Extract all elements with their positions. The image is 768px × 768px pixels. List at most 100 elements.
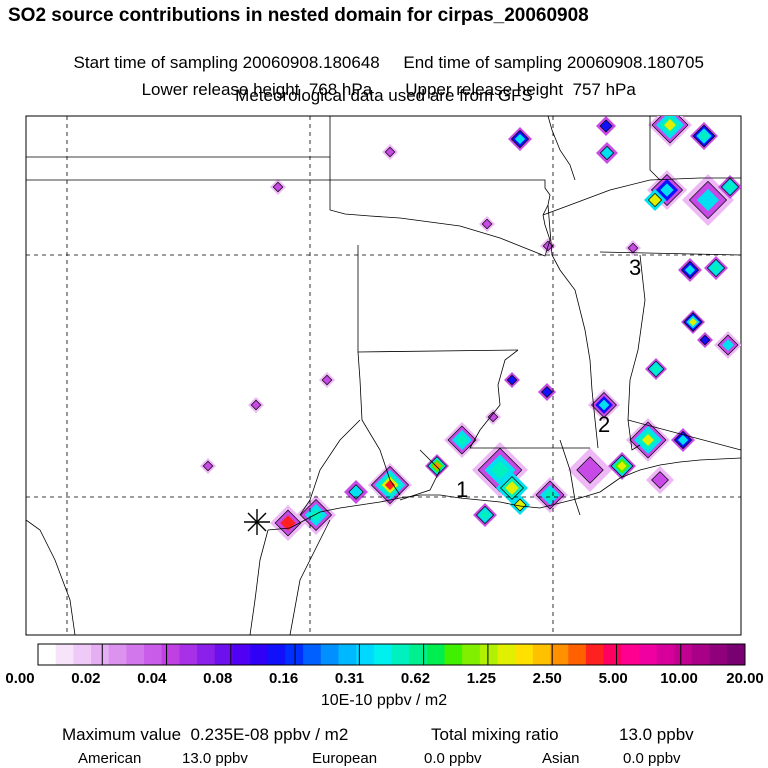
max-value-label: Maximum value 0.235E-08 ppbv / m2 — [62, 725, 349, 744]
chart-title: SO2 source contributions in nested domai… — [8, 5, 589, 26]
plume-cell — [505, 481, 519, 495]
colorbar-swatch — [568, 644, 587, 665]
colorbar-swatch — [356, 644, 375, 665]
colorbar-swatch — [126, 644, 145, 665]
plume-cell — [506, 374, 518, 386]
colorbar-swatch — [462, 644, 481, 665]
asian-label: Asian — [542, 750, 580, 767]
plume-cell — [487, 411, 499, 423]
colorbar-swatch — [638, 644, 658, 665]
plume-cell — [724, 181, 736, 193]
colorbar-swatch — [232, 644, 251, 665]
plume-cell — [481, 218, 493, 230]
plume-cell — [321, 374, 333, 386]
plume-cell — [309, 508, 323, 522]
plume-cell — [599, 145, 615, 161]
plume-cell — [689, 318, 697, 326]
colorbar-swatch — [179, 644, 198, 665]
colorbar-swatch — [338, 644, 357, 665]
european-label: European — [312, 750, 378, 767]
colorbar-tick: 1.25 — [466, 670, 496, 687]
american-label: American — [78, 750, 142, 767]
colorbar-tick: 2.50 — [532, 670, 562, 687]
upper-release-label: Upper release height 757 hPa — [405, 80, 636, 99]
plume-cell — [513, 498, 527, 512]
colorbar-swatch — [391, 644, 410, 665]
plume-cell — [479, 509, 491, 521]
plume-cell — [514, 133, 526, 145]
colorbar-tick: 0.62 — [400, 670, 431, 687]
colorbar-swatch — [144, 644, 163, 665]
colorbar-frame — [37, 643, 746, 666]
colorbar-swatch — [621, 644, 640, 665]
colorbar-swatch — [727, 644, 746, 665]
lat-lon-gridlines — [26, 116, 741, 635]
colorbar-swatch — [550, 644, 569, 665]
marker-2-label: 2 — [598, 412, 610, 437]
colorbar-tick: 0.02 — [71, 670, 101, 687]
plume-cell — [647, 192, 663, 208]
state-boundaries — [26, 116, 741, 516]
american-value: 13.0 ppbv — [182, 750, 248, 767]
source-location-icon — [244, 509, 270, 535]
end-time-label: End time of sampling 20060908.180705 — [403, 53, 704, 72]
colorbar-swatch — [674, 644, 693, 665]
colorbar-swatch — [267, 644, 286, 665]
colorbar-swatch — [426, 644, 446, 665]
plume-cell — [280, 515, 296, 531]
plume-cell — [384, 479, 396, 491]
sampling-time-line: Start time of sampling 20060908.180648 E… — [0, 33, 768, 73]
colorbar-swatch — [38, 644, 57, 665]
colorbar-tick: 0.08 — [203, 670, 233, 687]
colorbar-swatch — [444, 644, 463, 665]
release-height-line: Lower release height 768 hPa Upper relea… — [0, 60, 768, 100]
asian-value: 0.0 ppbv — [623, 750, 681, 767]
colorbar-swatch — [214, 644, 233, 665]
plume-cell — [651, 471, 669, 489]
colorbar-tick: 5.00 — [598, 670, 628, 687]
colorbar-tick: 20.00 — [726, 670, 764, 687]
marker-3-label: 3 — [629, 255, 641, 280]
colorbar-swatch — [515, 644, 534, 665]
met-data-label: Meteorological data used are from GFS — [235, 86, 533, 105]
plume-cell — [677, 434, 689, 446]
start-time-label: Start time of sampling 20060908.180648 — [73, 53, 380, 72]
colorbar-swatch — [73, 644, 92, 665]
plume-cell — [541, 386, 553, 398]
total-mixing-label: Total mixing ratio — [431, 725, 559, 744]
plume-cell — [722, 339, 734, 351]
map-frame — [25, 115, 742, 636]
european-value: 0.0 ppbv — [424, 750, 482, 767]
plume-cell — [433, 462, 441, 470]
colorbar-swatch — [497, 644, 516, 665]
total-mixing-value: 13.0 ppbv — [619, 725, 694, 744]
plume-cell — [202, 460, 214, 472]
colorbar-swatch — [303, 644, 322, 665]
colorbar-tick: 0.16 — [269, 670, 299, 687]
plume-cell — [384, 146, 396, 158]
colorbar-swatch — [532, 644, 552, 665]
colorbar-swatch — [108, 644, 127, 665]
colorbar-swatch — [656, 644, 675, 665]
colorbar-units-label: 10E-10 ppbv / m2 — [320, 692, 448, 709]
plume-cell — [642, 434, 654, 446]
plume-cell — [710, 262, 722, 274]
colorbar-tick: 0.00 — [5, 670, 35, 687]
colorbar-swatch — [373, 644, 392, 665]
colorbar-swatch — [285, 644, 304, 665]
plume-cell — [651, 364, 661, 374]
plume-cell — [617, 461, 627, 471]
colorbar-swatch — [409, 644, 428, 665]
plume-cell — [348, 484, 364, 500]
colorbar-swatch — [709, 644, 728, 665]
plume-cell — [599, 119, 613, 133]
colorbar-swatch — [585, 644, 605, 665]
plume-cell — [699, 131, 709, 141]
colorbar-swatch — [250, 644, 269, 665]
colorbar-swatch — [479, 644, 499, 665]
plume-cell — [490, 460, 510, 480]
colorbar-swatch — [91, 644, 110, 665]
plume-cell — [598, 399, 610, 411]
lower-release-label: Lower release height 768 hPa — [141, 80, 373, 99]
